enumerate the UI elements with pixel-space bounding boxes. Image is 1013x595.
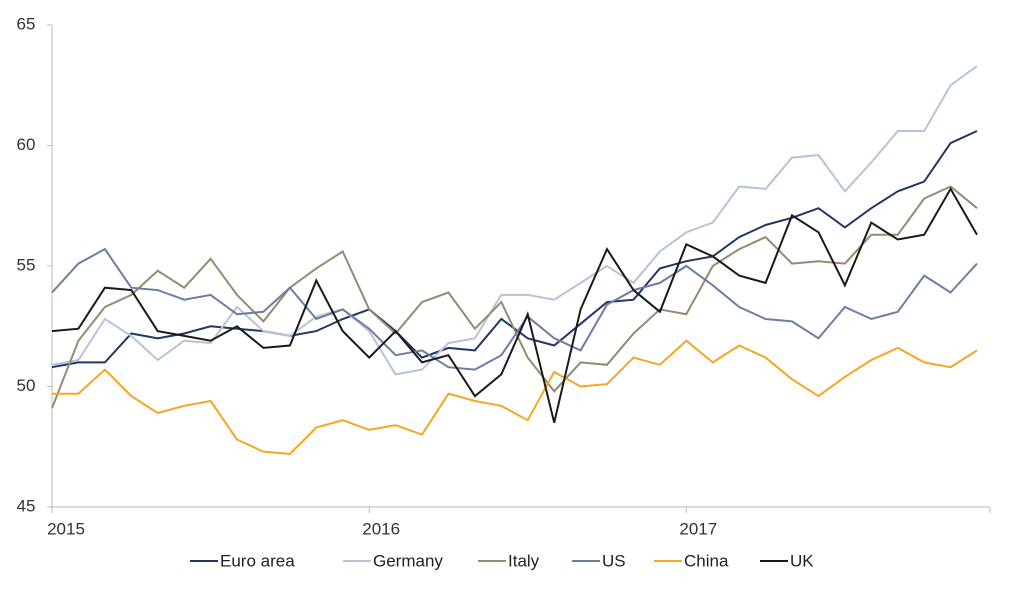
legend-label: Italy bbox=[508, 551, 540, 570]
x-tick-label: 2016 bbox=[362, 519, 400, 538]
series-line bbox=[52, 339, 978, 456]
x-tick-label: 2015 bbox=[47, 519, 85, 538]
y-tick-label: 65 bbox=[17, 14, 36, 33]
legend-label: UK bbox=[790, 551, 814, 570]
y-tick-label: 55 bbox=[17, 255, 36, 274]
y-tick-label: 60 bbox=[17, 135, 36, 154]
legend-label: Germany bbox=[373, 551, 443, 570]
series-line bbox=[51, 65, 978, 376]
series-line bbox=[51, 247, 978, 371]
series-line bbox=[51, 186, 978, 423]
y-tick-label: 50 bbox=[17, 376, 36, 395]
x-tick-label: 2017 bbox=[679, 519, 717, 538]
series-line bbox=[51, 185, 978, 409]
legend-label: China bbox=[684, 551, 729, 570]
legend-label: Euro area bbox=[220, 551, 295, 570]
legend-label: US bbox=[602, 551, 626, 570]
y-tick-label: 45 bbox=[17, 496, 36, 515]
